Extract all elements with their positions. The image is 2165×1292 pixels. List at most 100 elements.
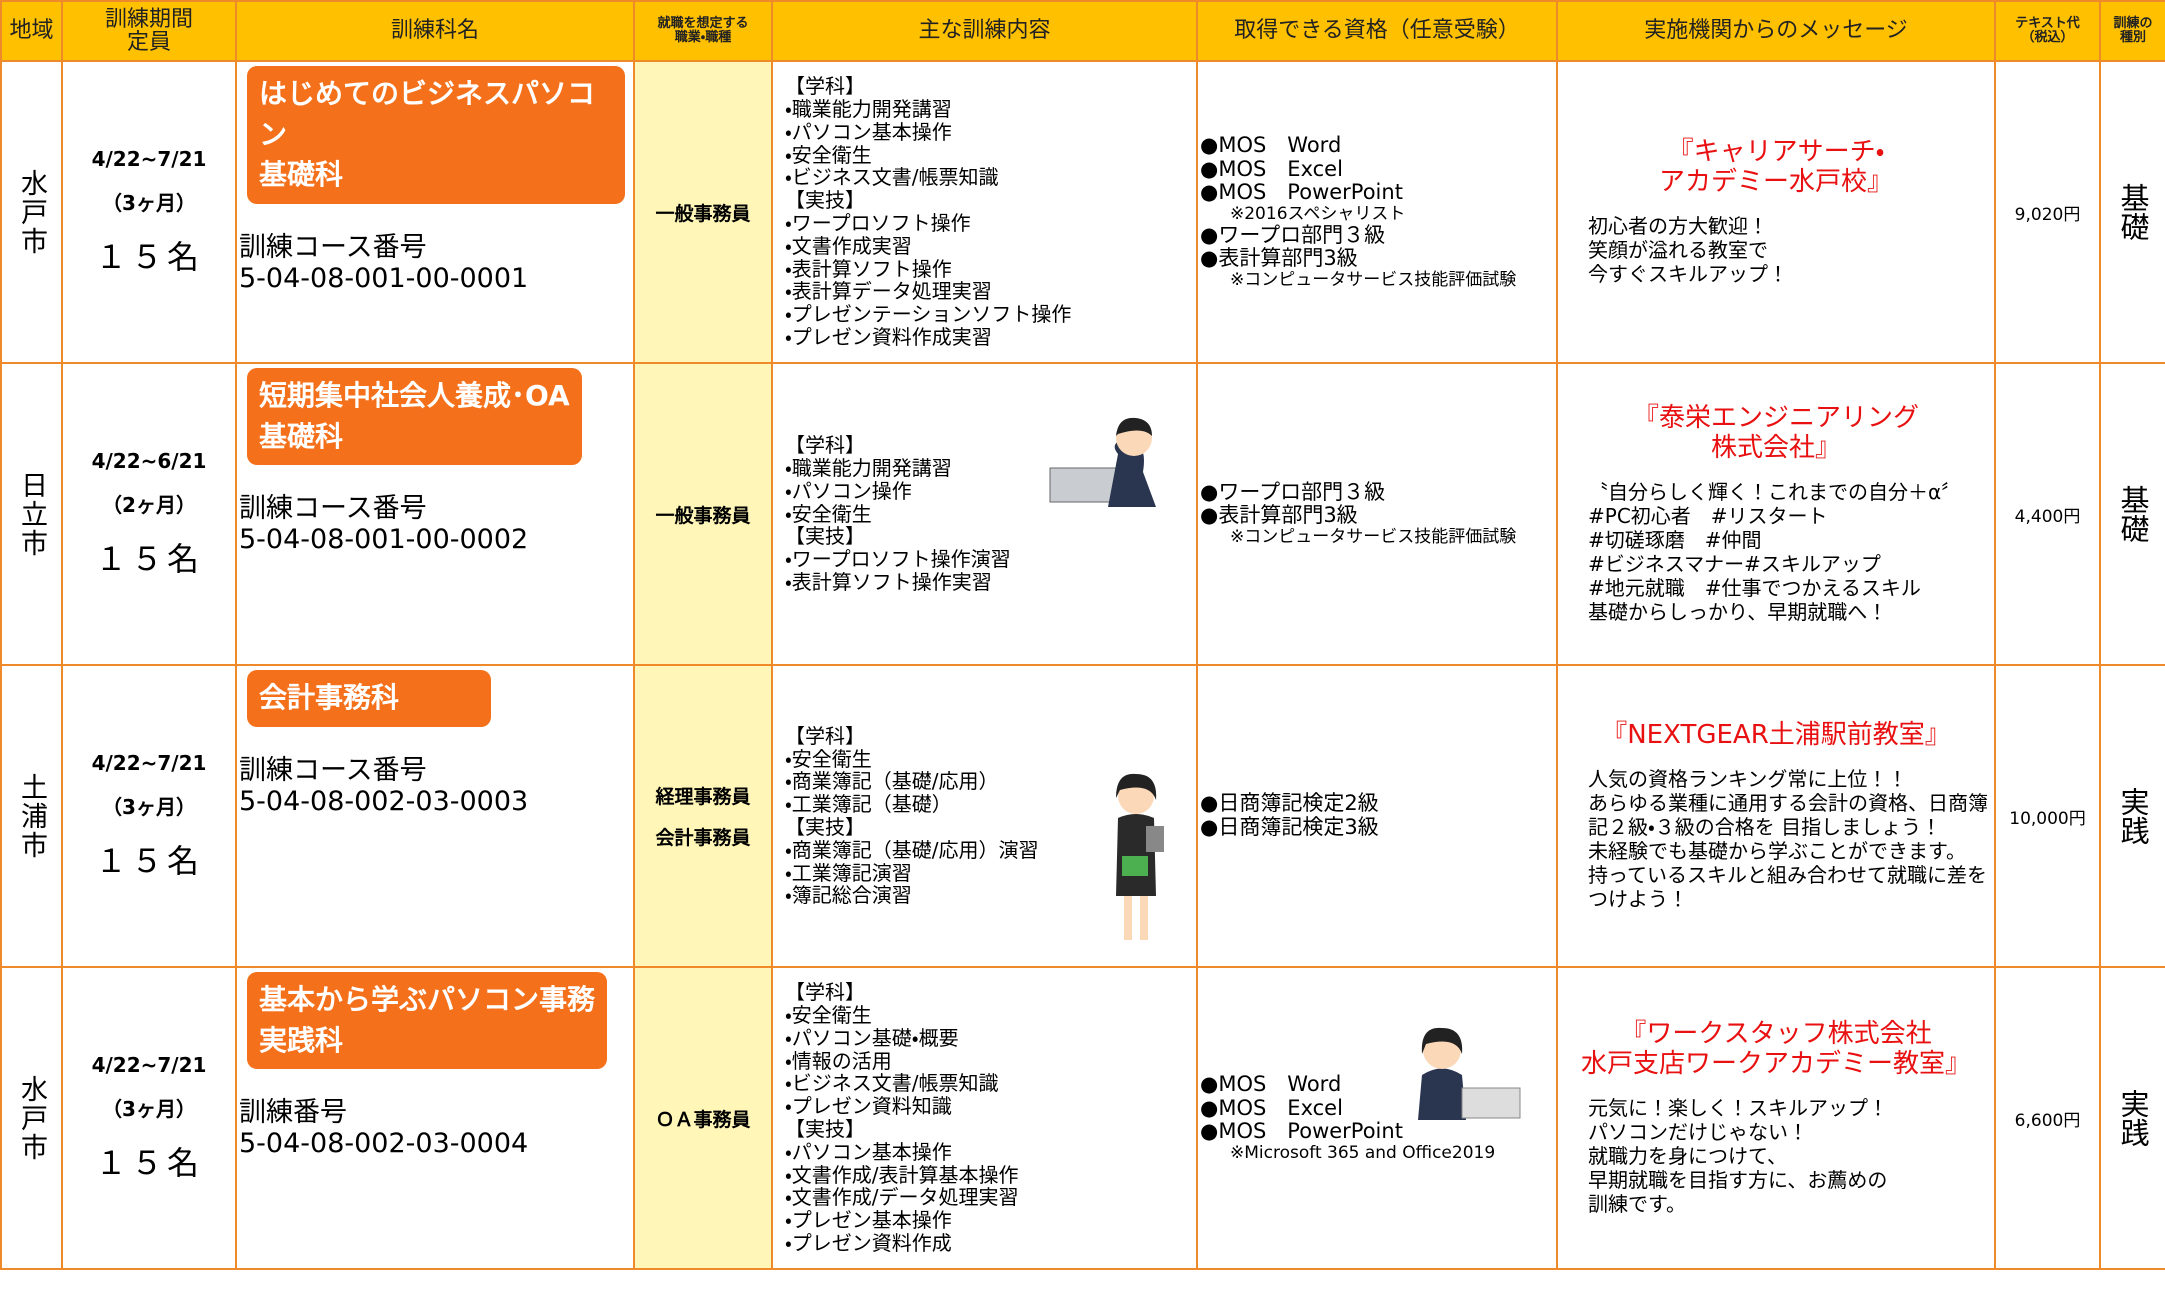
fee-cell: 10,000円 [1994,664,2101,968]
message-line: 〝自分らしく輝く！これまでの自分＋α〞 [1588,479,1962,504]
hair [1421,1027,1463,1054]
contents-cell: 【学科】 ・職業能力開発講習 ・パソコン基本操作 ・安全衛生 ・ビジネス文書/帳票知識【… [771,60,1198,364]
qualification: ※コンピュータサービス技能評価試験 [1230,269,1517,290]
course-cell: 会計事務科 訓練コース番号 5-04-08-002-03-0003 [235,664,635,968]
message-title: 『NEXTGEAR土浦駅前教室』 [1559,720,1993,751]
duration: （3ヶ月） [102,794,196,819]
qualification: ●日商簿記検定3級 [1200,815,1379,839]
region: 水戸市 [16,1074,47,1162]
capacity: １５名 [94,539,203,578]
region-cell: 水戸市 [0,60,63,364]
course-code: 訓練番号 5-04-08-002-03-0004 [239,1097,632,1159]
qualification: ●MOS Excel [1200,156,1343,181]
kind-cell: 実践 [2099,664,2165,968]
contents: 【学科】 ・職業能力開発講習 ・パソコン操作 ・安全衛生 【実技】 ・ワープロソフト操作演… [774,433,1195,594]
leg [1124,896,1132,940]
contents: 【学科】 ・職業能力開発講習 ・パソコン基本操作 ・安全衛生 ・ビジネス文書/帳票知識【… [774,74,1195,349]
region: 土浦市 [16,772,47,860]
header-text: （税込） [2021,30,2074,45]
qualification: ●MOS PowerPoint [1200,1119,1403,1144]
qualifications-cell: ●日商簿記検定2級 ●日商簿記検定3級 [1196,664,1558,968]
qualifications-cell: ●ワープロ部門３級 ●表計算部門3級 ※コンピュータサービス技能評価試験 [1196,362,1558,666]
qualification: ●MOS Excel [1200,1095,1343,1120]
header-cell: 訓練期間 定員 [61,0,237,62]
code-label: 訓練コース番号 [239,493,427,525]
book [1122,856,1148,876]
fee-cell: 6,600円 [1994,966,2101,1270]
illustration-pc-man [1049,417,1156,507]
laptop [1461,1087,1521,1119]
period: 4/22~7/21 [91,146,207,171]
message-line: 早期就職を目指す方に、お薦めの [1588,1167,1888,1192]
content-item: 【学科】 [785,980,865,1005]
content-item: ・ワープロソフト操作演習 [785,547,1011,572]
content-item: ・情報の活用 [785,1048,892,1073]
message-line: 訓練です。 [1588,1191,1686,1216]
course-name: 短期集中社会人養成･OA 基礎科 [247,368,582,466]
period-cell: 4/22~7/21 （3ヶ月） １５名 [61,966,237,1270]
period-cell: 4/22~7/21 （3ヶ月） １５名 [61,664,237,968]
content-item: ・安全衛生 [785,142,872,167]
hair [1116,417,1152,436]
message: 初心者の方大歓迎！ 笑顔が溢れる教室で 今すぐスキルアップ！ [1559,214,1993,286]
code: 5-04-08-002-03-0003 [239,785,529,817]
header-text: 実施機関からのメッセージ [1644,18,1908,44]
header-text: 地域 [9,18,54,44]
laptop [1049,467,1121,503]
qualification: ●MOS PowerPoint [1200,180,1403,205]
content-item: ・表計算ソフト操作 [785,256,952,281]
content-item: ・工業簿記（基礎） [785,792,952,817]
content-item: ・表計算ソフト操作実習 [785,569,992,594]
job: 一般事務員 [655,504,751,527]
message-cell: 『泰栄エンジニアリング 株式会社』 〝自分らしく輝く！これまでの自分＋α〞 #PC初心… [1556,362,1996,666]
fee-cell: 4,400円 [1994,362,2101,666]
message-line: #地元就職 #仕事でつかえるスキル [1588,575,1921,600]
capacity: １５名 [94,841,203,880]
contents-cell: 【学科】 ・安全衛生 ・パソコン基礎・概要 ・情報の活用 ・ビジネス文書/帳票知識 ・プレ… [771,966,1198,1270]
kind: 基礎 [2116,183,2150,241]
message-title-line: 『キャリアサーチ・ [1667,137,1885,168]
fee-cell: 9,020円 [1994,60,2101,364]
header-text: 取得できる資格（任意受験） [1234,18,1520,44]
kind-cell: 基礎 [2099,60,2165,364]
course-code: 訓練コース番号 5-04-08-001-00-0002 [239,493,632,555]
jobs-cell: 一般事務員 [633,362,773,666]
qualification: ●表計算部門3級 [1200,246,1358,271]
capacity: １５名 [94,237,203,276]
content-item: 【実技】 [785,524,865,549]
header-text: 訓練期間 [104,6,193,32]
message-cell: 『キャリアサーチ・ アカデミー水戸校』 初心者の方大歓迎！ 笑顔が溢れる教室で 今すぐス… [1556,60,1996,364]
header-cell: 取得できる資格（任意受験） [1196,0,1558,62]
header-cell: 地域 [0,0,63,62]
message-title: 『ワークスタッフ株式会社 水戸支店ワークアカデミー教室』 [1559,1019,1993,1080]
code-label: 訓練番号 [239,1097,347,1129]
calculator [1146,826,1164,852]
message-line: 持っているスキルと組み合わせて就職に差をつけよう！ [1588,862,1987,911]
qualifications: ●ワープロ部門３級 ●表計算部門3級 ※コンピュータサービス技能評価試験 [1199,479,1555,547]
region: 日立市 [16,470,47,558]
content-item: 【学科】 [785,74,865,99]
header-cell: 就職を想定する 職業・職種 [633,0,773,62]
content-item: 【学科】 [785,433,865,458]
code-label: 訓練コース番号 [239,754,427,786]
message-line: 就職力を身につけて、 [1588,1143,1787,1168]
jobs-cell: 経理事務員 会計事務員 [633,664,773,968]
message-line: 基礎からしっかり、早期就職へ！ [1588,599,1888,624]
message-title-line: 『ワークスタッフ株式会社 [1620,1019,1932,1050]
kind: 実践 [2116,1089,2150,1147]
content-item: ・工業簿記演習 [785,860,912,885]
header-text: 職業・職種 [674,30,732,45]
region-cell: 土浦市 [0,664,63,968]
message: 人気の資格ランキング常に上位！！ あらゆる業種に通用する会計の資格、日商簿記２級・… [1559,767,1993,911]
header-cell: 訓練科名 [235,0,635,62]
hair [1116,773,1157,800]
code-label: 訓練コース番号 [239,231,427,263]
header-text: 主な訓練内容 [918,18,1051,44]
contents: 【学科】 ・安全衛生 ・商業簿記（基礎/応用） ・工業簿記（基礎） 【実技】 ・商業簿記（… [774,725,1195,907]
course-name-line: 基礎科 [259,419,344,453]
qualification: ●ワープロ部門３級 [1200,479,1386,504]
message-line: #PC初心者 #リスタート [1588,503,1828,528]
table-body: 水戸市 4/22~7/21 （3ヶ月） １５名 はじめてのビジネスパソコン 基礎科 訓練コー… [0,60,2165,1270]
